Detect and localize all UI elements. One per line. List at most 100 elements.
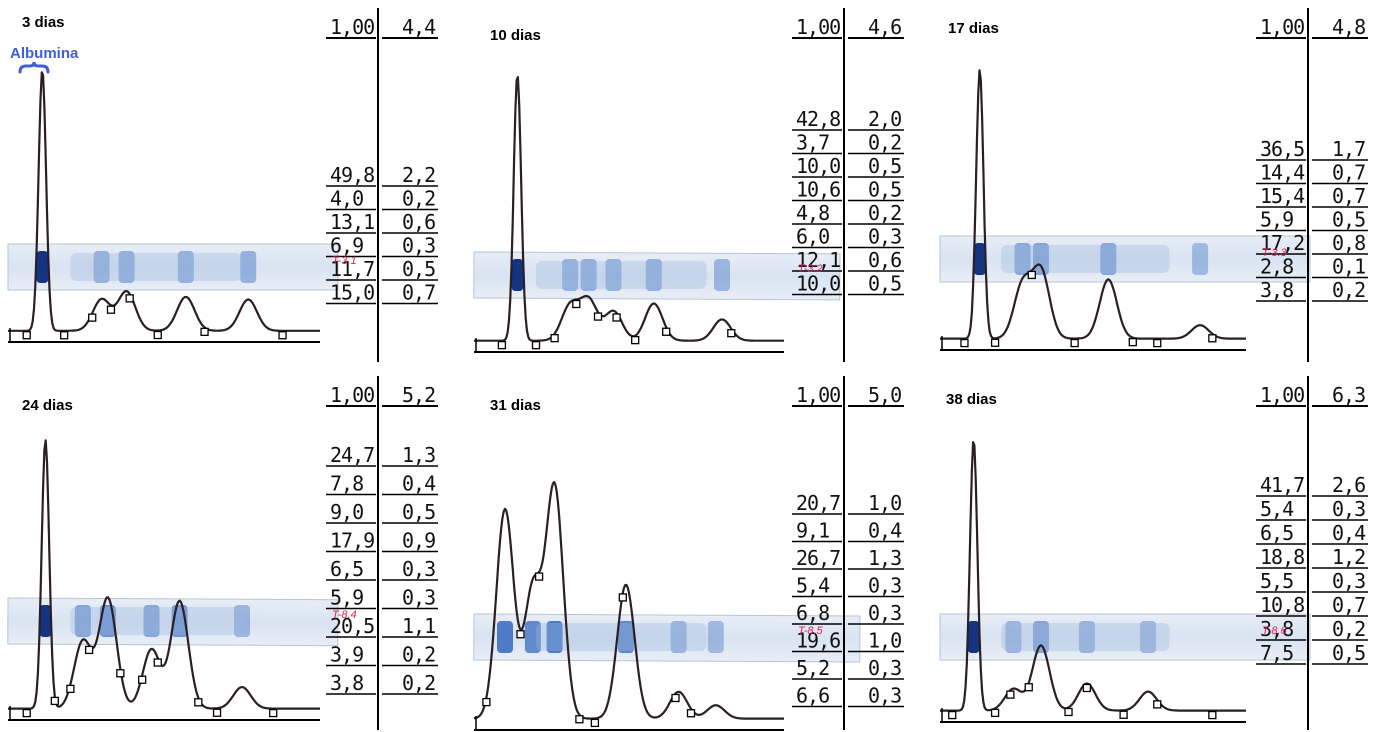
fraction-cut-mark bbox=[618, 593, 627, 602]
panel-5: 31 dias 1,00 5,0 20,7 9,1 26,7 5,4 6,8 19,6 5,2 6,… bbox=[473, 376, 904, 731]
gel-band bbox=[1032, 621, 1049, 653]
fraction-left-value: 4,8 bbox=[796, 201, 829, 225]
fraction-left-value: 42,8 bbox=[796, 107, 840, 131]
fraction-cut-mark bbox=[1208, 334, 1217, 343]
gel-band bbox=[617, 621, 634, 653]
fraction-right-value: 0,5 bbox=[868, 154, 901, 178]
strip-haze bbox=[70, 253, 243, 281]
fraction-left-value: 15,0 bbox=[330, 281, 374, 305]
fraction-right-value: 0,2 bbox=[402, 187, 435, 211]
gel-strip bbox=[7, 243, 339, 291]
fraction-left-value: 13,1 bbox=[330, 210, 374, 234]
fraction-left-value: 3,8 bbox=[1260, 278, 1293, 302]
gel-band bbox=[118, 251, 135, 283]
fraction-left-value: 5,4 bbox=[1260, 497, 1294, 521]
densitometry-trace bbox=[940, 69, 1246, 340]
gel-band bbox=[670, 621, 687, 653]
fraction-cut-mark bbox=[1027, 270, 1036, 280]
fraction-cut-mark bbox=[531, 341, 541, 350]
fraction-left-value: 49,8 bbox=[330, 163, 374, 187]
gel-band bbox=[1192, 243, 1209, 275]
total-left-value: 1,00 bbox=[796, 383, 840, 407]
fraction-cut-mark bbox=[593, 312, 603, 321]
fraction-left-value: 6,6 bbox=[796, 684, 829, 708]
fraction-right-value: 0,5 bbox=[868, 178, 901, 202]
gel-band bbox=[511, 259, 524, 291]
fraction-cut-mark bbox=[727, 329, 736, 338]
fraction-right-value: 1,2 bbox=[1332, 545, 1365, 569]
fraction-left-value: 3,8 bbox=[330, 671, 363, 695]
fraction-cut-mark bbox=[671, 693, 680, 703]
gel-band bbox=[645, 259, 662, 291]
panel-title: 10 dias bbox=[490, 27, 541, 44]
fraction-left-value: 3,7 bbox=[796, 131, 829, 155]
densitometry-trace bbox=[473, 480, 784, 720]
fraction-cut-mark bbox=[575, 715, 584, 724]
fraction-left-value: 17,2 bbox=[1260, 231, 1304, 255]
albumina-brace bbox=[18, 61, 50, 74]
fraction-right-value: 0,9 bbox=[402, 529, 435, 553]
fraction-right-value: 1,7 bbox=[1332, 137, 1365, 161]
gel-band bbox=[580, 259, 597, 291]
fraction-right-value: 0,3 bbox=[868, 656, 901, 680]
fraction-left-value: 4,0 bbox=[330, 187, 363, 211]
fraction-left-value: 7,5 bbox=[1260, 641, 1293, 665]
strip-background bbox=[473, 613, 861, 663]
gel-band bbox=[546, 621, 563, 653]
gel-band bbox=[240, 251, 257, 283]
total-left-value: 1,00 bbox=[330, 383, 374, 407]
strip-haze bbox=[70, 607, 243, 635]
fraction-right-value: 0,2 bbox=[402, 643, 435, 667]
pen-annotation: T-3.3 bbox=[1262, 247, 1288, 259]
fraction-left-value: 5,9 bbox=[330, 586, 363, 610]
gel-band bbox=[524, 621, 541, 653]
fraction-left-value: 10,6 bbox=[796, 178, 840, 202]
panel-title: 24 dias bbox=[22, 397, 73, 414]
fraction-cut-mark bbox=[22, 708, 31, 718]
fraction-cut-mark bbox=[960, 338, 969, 348]
fraction-right-value: 0,2 bbox=[402, 671, 435, 695]
fraction-right-value: 1,0 bbox=[868, 491, 901, 515]
fraction-right-value: 0,3 bbox=[868, 225, 901, 249]
fraction-cut-mark bbox=[278, 331, 287, 340]
panel-2: 10 dias 1,00 4,642,83,710,010,64,86,012,11… bbox=[473, 8, 904, 362]
gel-band bbox=[74, 605, 91, 637]
fraction-right-value: 0,2 bbox=[1332, 617, 1365, 641]
gel-band bbox=[177, 251, 194, 283]
fraction-right-value: 0,7 bbox=[1332, 593, 1365, 617]
fraction-cut-mark bbox=[1153, 338, 1162, 348]
fraction-right-value: 0,1 bbox=[1332, 255, 1365, 279]
strip-haze bbox=[536, 261, 707, 289]
fraction-left-value: 19,6 bbox=[796, 629, 840, 653]
total-left-value: 1,00 bbox=[796, 15, 840, 39]
fraction-left-value: 5,5 bbox=[1260, 569, 1293, 593]
fraction-cut-mark bbox=[212, 708, 222, 717]
total-right-value: 4,6 bbox=[868, 15, 901, 39]
gel-strip bbox=[939, 613, 1311, 661]
fraction-left-value: 5,2 bbox=[796, 656, 829, 680]
fraction-right-value: 0,2 bbox=[868, 131, 901, 155]
panel-4: 24 dias 1,00 5,2 24,7 7,8 9,0 17,9 6,5 5,9 20,5 3,… bbox=[7, 376, 438, 730]
fraction-cut-mark bbox=[50, 696, 59, 706]
gel-strip bbox=[473, 613, 861, 663]
fraction-cut-mark bbox=[1024, 683, 1033, 692]
fraction-right-value: 0,5 bbox=[868, 272, 901, 296]
total-right-value: 4,8 bbox=[1332, 15, 1365, 39]
fraction-cut-mark bbox=[125, 294, 134, 303]
gel-strip bbox=[473, 251, 841, 301]
densitometry-trace bbox=[940, 441, 1246, 712]
fraction-cut-mark bbox=[990, 338, 1000, 347]
strip-haze bbox=[1001, 245, 1170, 273]
fraction-right-value: 0,3 bbox=[868, 684, 901, 708]
gel-band bbox=[562, 259, 579, 291]
pen-annotation: T-8.4 bbox=[332, 609, 357, 621]
fraction-left-value: 20,7 bbox=[796, 491, 840, 515]
gel-band bbox=[973, 243, 986, 275]
fraction-right-value: 2,2 bbox=[402, 163, 435, 187]
fraction-right-value: 0,3 bbox=[868, 601, 901, 625]
fraction-cut-mark bbox=[534, 572, 544, 581]
gel-band bbox=[1032, 243, 1049, 275]
fraction-right-value: 0,7 bbox=[1332, 184, 1365, 208]
fraction-cut-mark bbox=[516, 630, 525, 639]
